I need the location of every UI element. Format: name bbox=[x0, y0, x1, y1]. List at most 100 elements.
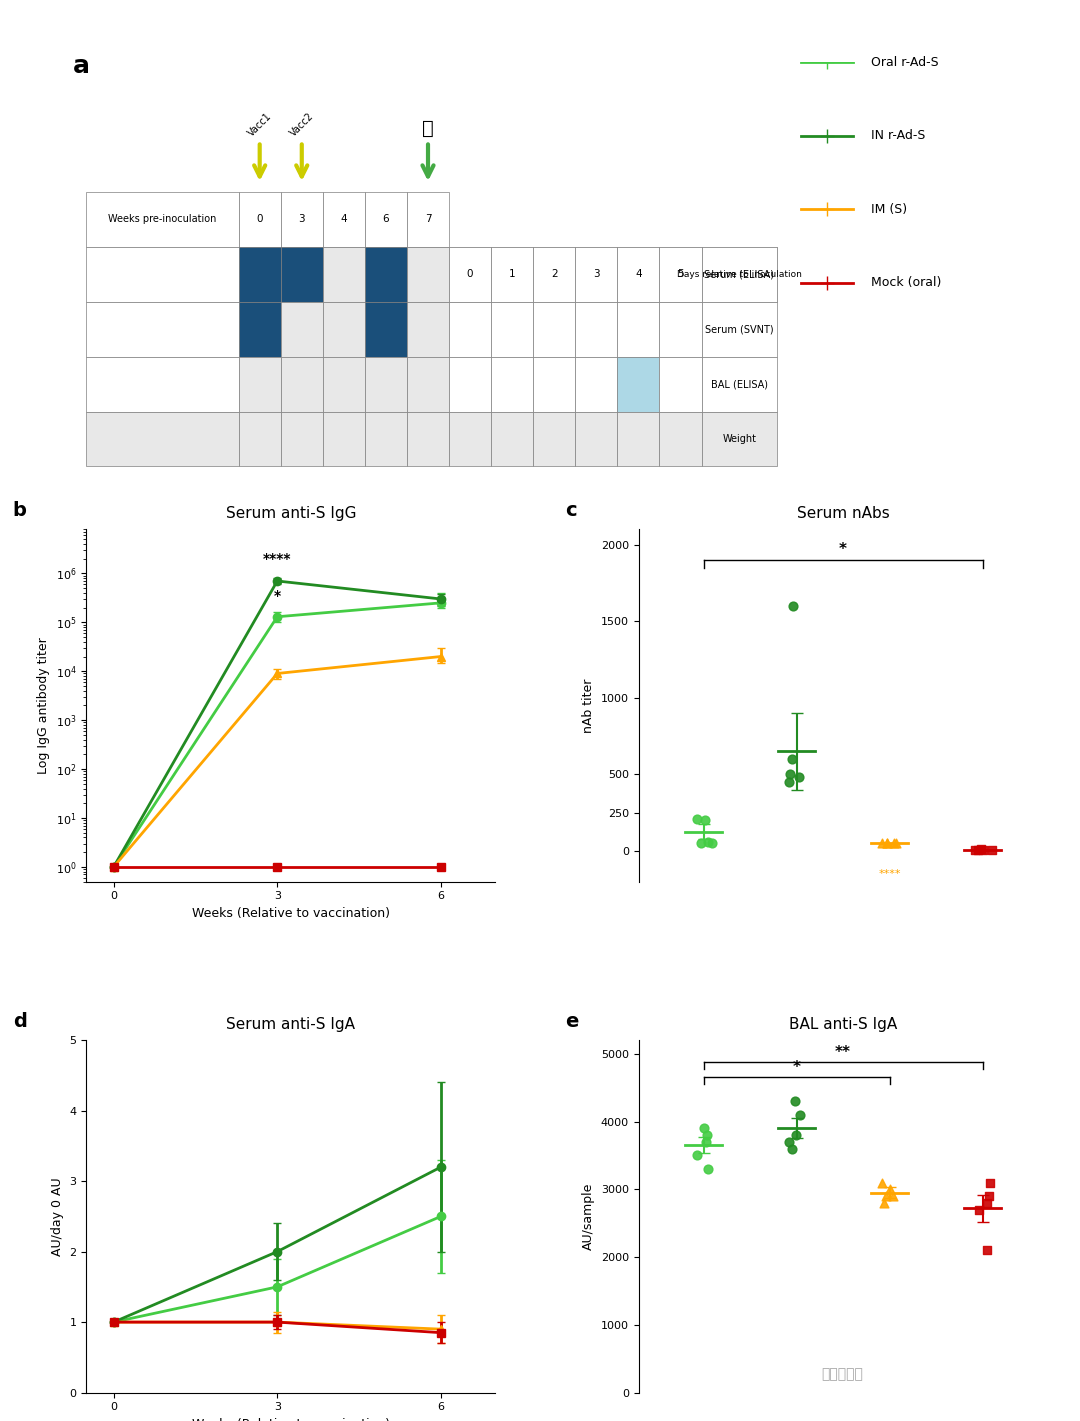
Bar bbox=[491, 247, 534, 301]
Bar bbox=[239, 192, 281, 247]
Title: Serum anti-S IgA: Serum anti-S IgA bbox=[227, 1017, 355, 1032]
Point bbox=[975, 838, 993, 861]
Text: c: c bbox=[565, 502, 577, 520]
Point bbox=[781, 770, 798, 793]
Bar bbox=[407, 412, 449, 466]
Text: Days relative to inoculation: Days relative to inoculation bbox=[677, 270, 801, 279]
Point bbox=[785, 594, 802, 617]
Text: d: d bbox=[13, 1012, 27, 1032]
Point bbox=[978, 1191, 996, 1214]
Point bbox=[878, 831, 895, 854]
Bar bbox=[534, 247, 576, 301]
Text: Serum (SVNT): Serum (SVNT) bbox=[705, 324, 773, 334]
Bar bbox=[365, 247, 407, 301]
Point bbox=[981, 1171, 998, 1194]
Bar bbox=[86, 301, 239, 357]
Text: b: b bbox=[13, 502, 27, 520]
Text: 凯莱英药闻: 凯莱英药闻 bbox=[822, 1367, 863, 1381]
Bar bbox=[534, 357, 576, 412]
Point bbox=[970, 838, 987, 861]
Point bbox=[688, 1144, 705, 1167]
Text: ****: **** bbox=[878, 870, 901, 880]
Text: Vacc2: Vacc2 bbox=[288, 111, 315, 138]
Bar bbox=[365, 357, 407, 412]
Text: *: * bbox=[839, 541, 847, 557]
Point bbox=[783, 747, 800, 770]
Text: **: ** bbox=[835, 1044, 851, 1060]
Bar bbox=[576, 301, 618, 357]
Bar bbox=[281, 247, 323, 301]
Point bbox=[700, 830, 717, 853]
Point bbox=[689, 807, 706, 830]
Bar bbox=[618, 412, 660, 466]
Text: 🦠: 🦠 bbox=[422, 119, 434, 138]
Text: 4: 4 bbox=[635, 269, 642, 279]
Text: 1: 1 bbox=[509, 269, 515, 279]
Bar bbox=[534, 301, 576, 357]
Bar bbox=[449, 301, 491, 357]
Bar bbox=[702, 357, 778, 412]
Bar bbox=[281, 301, 323, 357]
Bar bbox=[323, 301, 365, 357]
Point bbox=[983, 838, 1000, 861]
Bar bbox=[365, 192, 407, 247]
Title: Serum nAbs: Serum nAbs bbox=[797, 506, 890, 522]
Text: e: e bbox=[565, 1012, 578, 1032]
Point bbox=[981, 1185, 998, 1208]
Bar bbox=[491, 412, 534, 466]
Y-axis label: AU/sample: AU/sample bbox=[582, 1182, 595, 1250]
Bar bbox=[323, 412, 365, 466]
Bar bbox=[449, 412, 491, 466]
Point bbox=[881, 1178, 899, 1201]
Bar bbox=[702, 247, 778, 301]
Bar bbox=[618, 247, 660, 301]
Bar bbox=[407, 357, 449, 412]
Text: 5: 5 bbox=[677, 269, 684, 279]
Text: Vacc1: Vacc1 bbox=[246, 111, 273, 138]
Bar bbox=[239, 301, 281, 357]
Point bbox=[792, 1103, 809, 1125]
Text: 4: 4 bbox=[340, 215, 347, 225]
Bar bbox=[407, 192, 449, 247]
Point bbox=[966, 838, 983, 861]
Text: 3: 3 bbox=[298, 215, 305, 225]
Bar bbox=[702, 412, 778, 466]
Bar bbox=[534, 247, 576, 301]
Point bbox=[697, 1131, 714, 1154]
Point bbox=[699, 1158, 716, 1181]
Bar bbox=[660, 357, 702, 412]
Bar bbox=[281, 412, 323, 466]
Point bbox=[781, 763, 798, 786]
Y-axis label: AU/day 0 AU: AU/day 0 AU bbox=[51, 1177, 64, 1256]
Bar bbox=[281, 357, 323, 412]
Text: 7: 7 bbox=[424, 215, 431, 225]
Text: *: * bbox=[273, 588, 281, 603]
Text: Weight: Weight bbox=[723, 433, 756, 443]
Bar bbox=[576, 247, 618, 301]
Bar bbox=[281, 247, 323, 301]
Point bbox=[783, 1137, 800, 1160]
Point bbox=[789, 766, 807, 789]
X-axis label: Weeks (Relative to vaccination): Weeks (Relative to vaccination) bbox=[192, 907, 390, 919]
Point bbox=[978, 1239, 996, 1262]
Text: ****: **** bbox=[264, 553, 292, 566]
Bar bbox=[365, 412, 407, 466]
Bar bbox=[449, 357, 491, 412]
Bar bbox=[618, 357, 660, 412]
Bar bbox=[323, 247, 365, 301]
Text: IN r-Ad-S: IN r-Ad-S bbox=[872, 129, 926, 142]
Bar bbox=[365, 247, 407, 301]
Bar bbox=[660, 247, 702, 301]
Text: 0: 0 bbox=[467, 269, 473, 279]
Point bbox=[697, 809, 714, 831]
Bar bbox=[534, 412, 576, 466]
Bar bbox=[86, 357, 239, 412]
Bar bbox=[281, 192, 323, 247]
Bar bbox=[239, 247, 281, 301]
Point bbox=[692, 831, 710, 854]
Point bbox=[874, 1171, 891, 1194]
Bar bbox=[239, 412, 281, 466]
Point bbox=[699, 1124, 716, 1147]
Point bbox=[886, 831, 903, 854]
Text: 6: 6 bbox=[382, 215, 389, 225]
